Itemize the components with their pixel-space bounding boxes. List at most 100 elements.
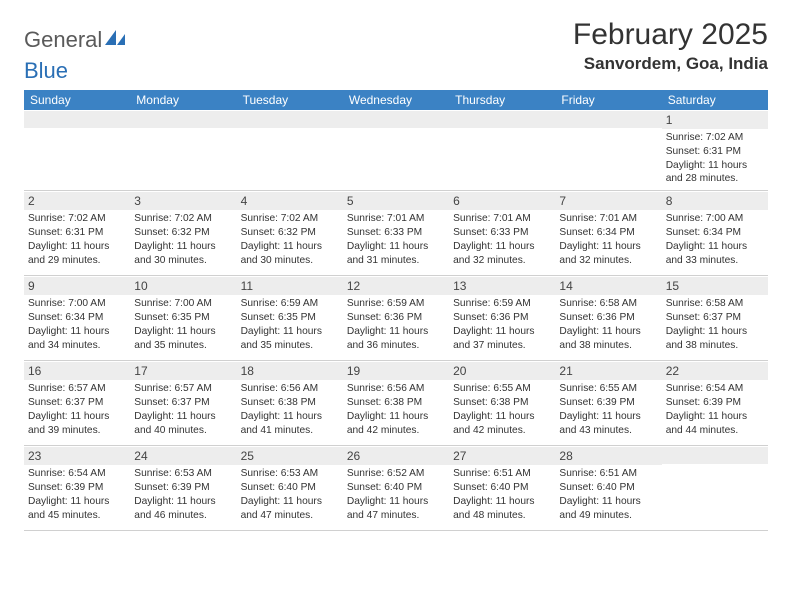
sunrise-text: Sunrise: 6:59 AM bbox=[453, 297, 551, 311]
day-cell: 18Sunrise: 6:56 AMSunset: 6:38 PMDayligh… bbox=[237, 361, 343, 445]
day-number-row: 20 bbox=[449, 362, 555, 380]
sunset-text: Sunset: 6:33 PM bbox=[347, 226, 445, 240]
daylight-text: Daylight: 11 hours and 41 minutes. bbox=[241, 410, 339, 438]
weekday-header: Wednesday bbox=[343, 90, 449, 110]
day-number: 20 bbox=[453, 364, 466, 378]
day-cell: 21Sunrise: 6:55 AMSunset: 6:39 PMDayligh… bbox=[555, 361, 661, 445]
daylight-text: Daylight: 11 hours and 32 minutes. bbox=[453, 240, 551, 268]
sunset-text: Sunset: 6:39 PM bbox=[134, 481, 232, 495]
sunset-text: Sunset: 6:39 PM bbox=[28, 481, 126, 495]
day-number-row: 5 bbox=[343, 192, 449, 210]
day-cell: 1Sunrise: 7:02 AMSunset: 6:31 PMDaylight… bbox=[662, 110, 768, 190]
day-number-row: 16 bbox=[24, 362, 130, 380]
day-number: 27 bbox=[453, 449, 466, 463]
day-cell: 26Sunrise: 6:52 AMSunset: 6:40 PMDayligh… bbox=[343, 446, 449, 530]
sunset-text: Sunset: 6:40 PM bbox=[347, 481, 445, 495]
day-cell: 12Sunrise: 6:59 AMSunset: 6:36 PMDayligh… bbox=[343, 276, 449, 360]
daylight-text: Daylight: 11 hours and 45 minutes. bbox=[28, 495, 126, 523]
day-cell: 24Sunrise: 6:53 AMSunset: 6:39 PMDayligh… bbox=[130, 446, 236, 530]
day-number: 17 bbox=[134, 364, 147, 378]
day-number-row: 22 bbox=[662, 362, 768, 380]
daylight-text: Daylight: 11 hours and 40 minutes. bbox=[134, 410, 232, 438]
sunrise-text: Sunrise: 6:56 AM bbox=[347, 382, 445, 396]
day-number: 6 bbox=[453, 194, 460, 208]
sunrise-text: Sunrise: 6:59 AM bbox=[347, 297, 445, 311]
day-number: 11 bbox=[241, 279, 253, 293]
day-number: 13 bbox=[453, 279, 466, 293]
day-number-row bbox=[237, 111, 343, 128]
day-number-row bbox=[555, 111, 661, 128]
day-number: 3 bbox=[134, 194, 141, 208]
sunrise-text: Sunrise: 6:54 AM bbox=[666, 382, 764, 396]
sunset-text: Sunset: 6:37 PM bbox=[134, 396, 232, 410]
day-number-row: 28 bbox=[555, 447, 661, 465]
day-number: 4 bbox=[241, 194, 248, 208]
day-cell: 10Sunrise: 7:00 AMSunset: 6:35 PMDayligh… bbox=[130, 276, 236, 360]
sunset-text: Sunset: 6:40 PM bbox=[559, 481, 657, 495]
empty-day-cell bbox=[130, 110, 236, 190]
daylight-text: Daylight: 11 hours and 38 minutes. bbox=[666, 325, 764, 353]
day-number-row: 1 bbox=[662, 111, 768, 129]
month-title: February 2025 bbox=[573, 18, 768, 52]
sunset-text: Sunset: 6:33 PM bbox=[453, 226, 551, 240]
weekday-header: Monday bbox=[130, 90, 236, 110]
day-number-row: 25 bbox=[237, 447, 343, 465]
day-number-row bbox=[343, 111, 449, 128]
day-cell: 5Sunrise: 7:01 AMSunset: 6:33 PMDaylight… bbox=[343, 191, 449, 275]
day-number-row: 4 bbox=[237, 192, 343, 210]
calendar-grid: Sunday Monday Tuesday Wednesday Thursday… bbox=[24, 90, 768, 531]
daylight-text: Daylight: 11 hours and 42 minutes. bbox=[347, 410, 445, 438]
week-row: 23Sunrise: 6:54 AMSunset: 6:39 PMDayligh… bbox=[24, 446, 768, 531]
sunset-text: Sunset: 6:31 PM bbox=[28, 226, 126, 240]
sunset-text: Sunset: 6:40 PM bbox=[453, 481, 551, 495]
sunset-text: Sunset: 6:39 PM bbox=[559, 396, 657, 410]
logo-sail-icon bbox=[105, 26, 127, 52]
sunrise-text: Sunrise: 6:57 AM bbox=[134, 382, 232, 396]
day-cell: 14Sunrise: 6:58 AMSunset: 6:36 PMDayligh… bbox=[555, 276, 661, 360]
weekday-header-row: Sunday Monday Tuesday Wednesday Thursday… bbox=[24, 90, 768, 110]
day-number-row: 7 bbox=[555, 192, 661, 210]
daylight-text: Daylight: 11 hours and 39 minutes. bbox=[28, 410, 126, 438]
day-number: 7 bbox=[559, 194, 566, 208]
day-cell: 4 Sunrise: 7:02 AMSunset: 6:32 PMDaylight… bbox=[237, 191, 343, 275]
daylight-text: Daylight: 11 hours and 30 minutes. bbox=[241, 240, 339, 268]
day-cell: 19Sunrise: 6:56 AMSunset: 6:38 PMDayligh… bbox=[343, 361, 449, 445]
sunrise-text: Sunrise: 7:01 AM bbox=[559, 212, 657, 226]
day-number-row: 23 bbox=[24, 447, 130, 465]
daylight-text: Daylight: 11 hours and 46 minutes. bbox=[134, 495, 232, 523]
day-number-row: 2 bbox=[24, 192, 130, 210]
day-number-row: 8 bbox=[662, 192, 768, 210]
day-number-row bbox=[662, 447, 768, 464]
daylight-text: Daylight: 11 hours and 42 minutes. bbox=[453, 410, 551, 438]
day-number-row bbox=[24, 111, 130, 128]
day-number: 10 bbox=[134, 279, 147, 293]
weeks-container: 1 Sunrise: 7:02 AM Sunset: 6:31 PM Daylight… bbox=[24, 110, 768, 531]
daylight-text: Daylight: 11 hours and 49 minutes. bbox=[559, 495, 657, 523]
day-number-row: 17 bbox=[130, 362, 236, 380]
week-row: 1Sunrise: 7:02 AMSunset: 6:31 PMDaylight… bbox=[24, 110, 768, 191]
sunrise-text: Sunrise: 6:51 AM bbox=[453, 467, 551, 481]
day-number-row: 15 bbox=[662, 277, 768, 295]
day-number: 24 bbox=[134, 449, 147, 463]
title-block: February 2025 Sanvordem, Goa, India bbox=[573, 18, 768, 74]
day-number-row: 21 bbox=[555, 362, 661, 380]
sunrise-text: Sunrise: 7:02 AM bbox=[241, 212, 339, 226]
day-number: 9 bbox=[28, 279, 35, 293]
sunrise-text: Sunrise: 7:01 AM bbox=[347, 212, 445, 226]
day-number-row: 10 bbox=[130, 277, 236, 295]
weekday-header: Tuesday bbox=[237, 90, 343, 110]
day-cell: 8Sunrise: 7:00 AMSunset: 6:34 PMDaylight… bbox=[662, 191, 768, 275]
day-cell: 28Sunrise: 6:51 AMSunset: 6:40 PMDayligh… bbox=[555, 446, 661, 530]
sunset-text: Sunset: 6:40 PM bbox=[241, 481, 339, 495]
day-cell: 7Sunrise: 7:01 AMSunset: 6:34 PMDaylight… bbox=[555, 191, 661, 275]
weekday-header: Saturday bbox=[662, 90, 768, 110]
day-number: 25 bbox=[241, 449, 254, 463]
sunrise-text: Sunrise: 6:53 AM bbox=[241, 467, 339, 481]
daylight-text: Daylight: 11 hours and 36 minutes. bbox=[347, 325, 445, 353]
daylight-text: Daylight: 11 hours and 33 minutes. bbox=[666, 240, 764, 268]
daylight-text: Daylight: 11 hours and 47 minutes. bbox=[347, 495, 445, 523]
day-cell: 3Sunrise: 7:02 AMSunset: 6:32 PMDaylight… bbox=[130, 191, 236, 275]
sunset-text: Sunset: 6:32 PM bbox=[241, 226, 339, 240]
day-cell: 27Sunrise: 6:51 AMSunset: 6:40 PMDayligh… bbox=[449, 446, 555, 530]
day-number-row bbox=[449, 111, 555, 128]
